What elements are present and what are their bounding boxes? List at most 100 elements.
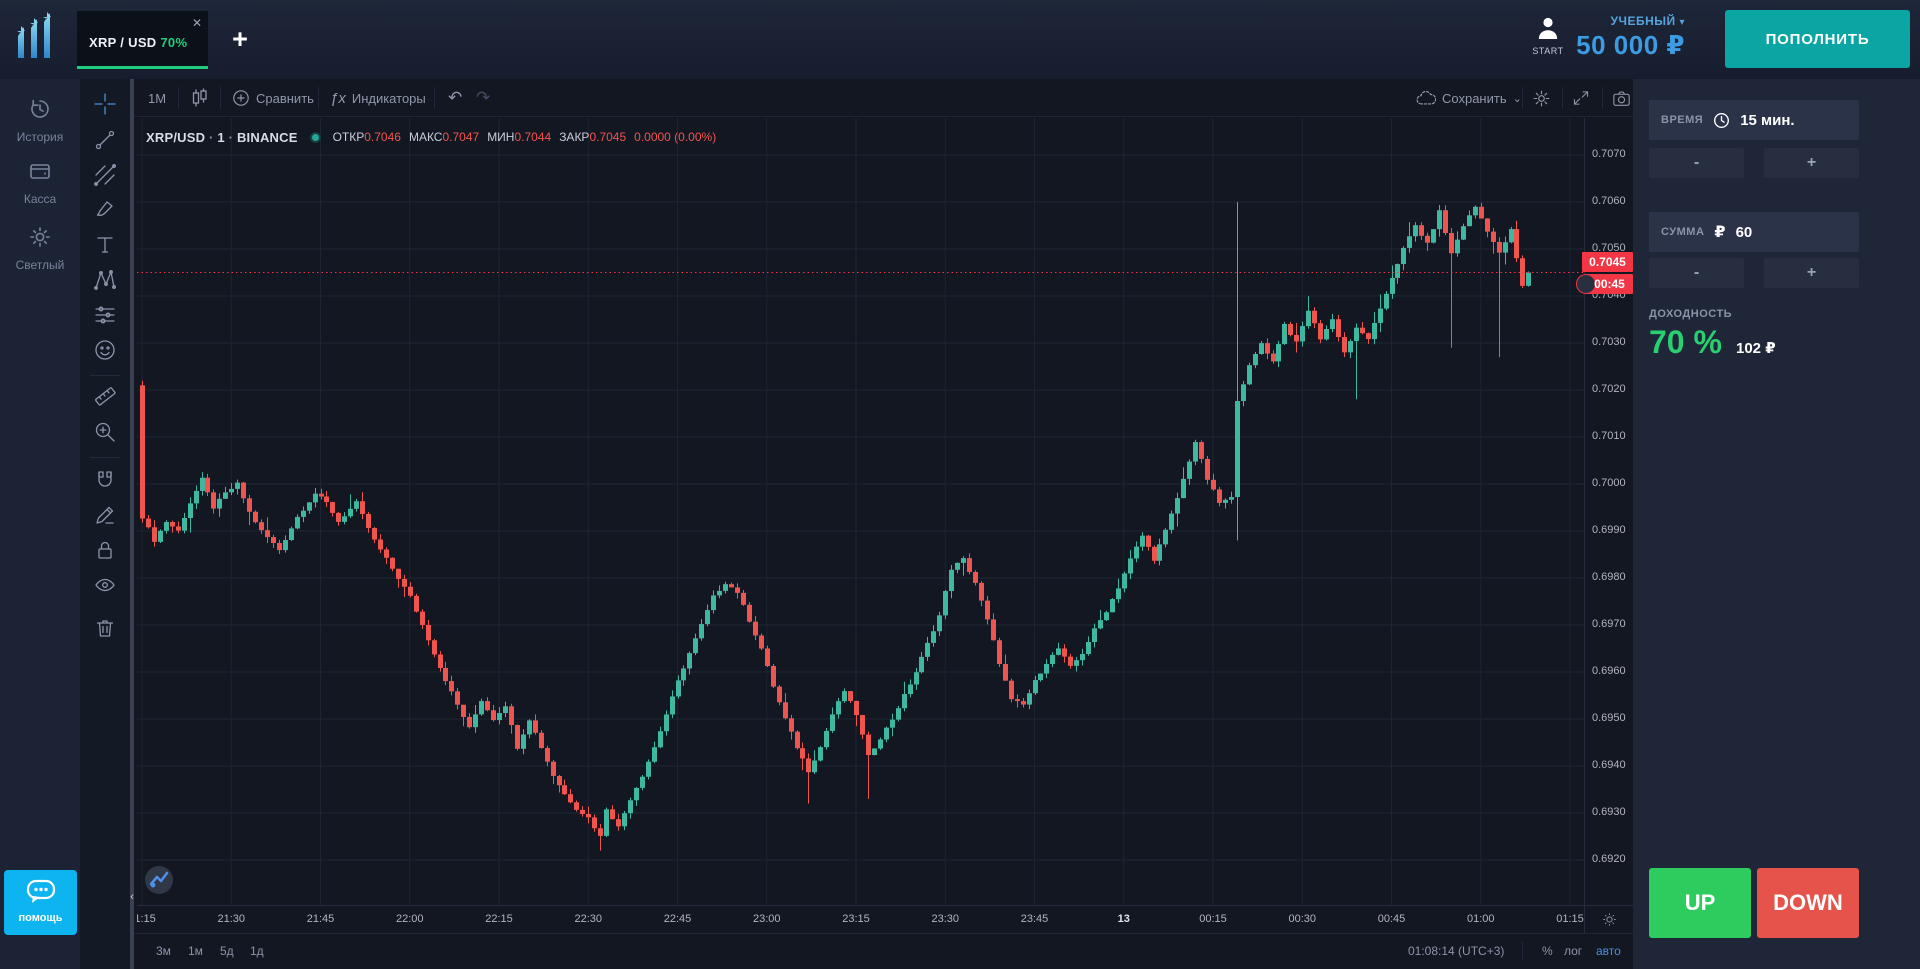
trend-line-tool-icon[interactable] <box>94 129 116 151</box>
symbol-legend[interactable]: XRP/USD · 1 · BINANCE ОТКР0.7046 МАКС0.7… <box>146 127 716 147</box>
zoom-in-tool-icon[interactable] <box>94 421 116 443</box>
sidebar-item-theme-light[interactable]: Светлый <box>0 225 80 272</box>
down-trade-button[interactable]: DOWN <box>1757 868 1859 938</box>
toolbar-divider <box>90 457 120 458</box>
interval-button[interactable]: 1М <box>148 90 167 106</box>
candlestick-chart[interactable] <box>137 118 1584 905</box>
legend-open: ОТКР0.7046 <box>332 130 401 144</box>
balance-block: УЧЕБНЫЙ ▾ 50 000 ₽ <box>1480 14 1685 61</box>
redo-button[interactable]: ↷ <box>476 88 491 107</box>
sidebar-item-label: Касса <box>23 192 57 206</box>
time-axis[interactable]: 21:15 21:30 21:45 22:00 22:15 22:30 22:45 23:00… <box>137 905 1584 933</box>
app-logo-icon <box>17 12 51 58</box>
account-type-dropdown[interactable]: УЧЕБНЫЙ ▾ <box>1610 14 1685 28</box>
last-price-label: 0.7045 <box>1582 251 1633 272</box>
help-button[interactable]: помощь <box>4 870 77 935</box>
time-decrease-button[interactable]: - <box>1649 148 1744 178</box>
fullscreen-button[interactable] <box>1572 79 1590 117</box>
emoji-tool-icon[interactable] <box>94 339 116 361</box>
expiration-time-field[interactable]: ВРЕМЯ 15 мин. <box>1649 100 1859 140</box>
time-value: 15 мин. <box>1740 111 1795 129</box>
axis-settings-corner[interactable] <box>1584 905 1633 933</box>
time-tick: 22:00 <box>395 913 424 925</box>
cloud-icon <box>1416 90 1436 105</box>
trash-remove-icon[interactable] <box>94 617 116 639</box>
magnet-tool-icon[interactable] <box>94 469 116 491</box>
time-tick: 23:30 <box>931 913 960 925</box>
xabcd-pattern-tool-icon[interactable] <box>94 269 116 291</box>
log-scale-button[interactable]: лог <box>1564 944 1583 958</box>
collapse-toolbar-chevron[interactable]: ‹ <box>130 891 134 903</box>
asset-tab-xrp-usd[interactable]: XRP / USD 70% ✕ <box>77 11 208 69</box>
sidebar-item-history[interactable]: История <box>0 97 80 144</box>
market-status-dot <box>309 131 321 143</box>
chart-settings-button[interactable] <box>1532 79 1551 117</box>
candlestick-style-icon <box>192 88 207 107</box>
text-tool-icon[interactable] <box>94 234 116 256</box>
legend-close: ЗАКР0.7045 <box>559 130 627 144</box>
legend-low: МИН0.7044 <box>487 130 552 144</box>
price-tick: 0.7010 <box>1592 430 1626 442</box>
range-button-1m[interactable]: 1м <box>188 944 203 958</box>
up-trade-button[interactable]: UP <box>1649 868 1751 938</box>
top-bar: XRP / USD 70% ✕ + START УЧЕБНЫЙ ▾ 50 000… <box>0 0 1920 79</box>
time-tick: 23:45 <box>1020 913 1049 925</box>
percent-scale-button[interactable]: % <box>1542 944 1553 958</box>
time-increase-button[interactable]: + <box>1764 148 1859 178</box>
toolbar-divider <box>1562 87 1563 109</box>
range-button-3m[interactable]: 3м <box>156 944 171 958</box>
price-tick: 0.6920 <box>1592 853 1626 865</box>
ruler-tool-icon[interactable] <box>94 385 116 407</box>
range-button-5d[interactable]: 5д <box>220 944 234 958</box>
time-label: ВРЕМЯ <box>1661 114 1704 126</box>
clock-utc[interactable]: 01:08:14 (UTC+3) <box>1408 944 1505 958</box>
tab-title: XRP / USD 70% <box>89 35 188 50</box>
lock-tool-icon[interactable] <box>94 539 116 561</box>
chart-style-button[interactable] <box>190 79 210 117</box>
range-button-1d[interactable]: 1д <box>250 944 264 958</box>
legend-high: МАКС0.7047 <box>408 130 480 144</box>
amount-decrease-button[interactable]: - <box>1649 258 1744 288</box>
tab-close-icon[interactable]: ✕ <box>191 16 202 30</box>
time-tick: 13 <box>1117 913 1130 925</box>
crosshair-tool-icon[interactable] <box>94 93 116 115</box>
indicators-button[interactable]: ƒx Индикаторы <box>330 89 426 107</box>
price-axis[interactable]: 0.7070 0.7060 0.7050 0.7040 0.7030 0.7020 0.70… <box>1584 118 1633 905</box>
compare-button[interactable]: Сравнить <box>232 79 314 117</box>
toolbar-resize-handle[interactable] <box>130 79 134 969</box>
toolbar-divider <box>178 87 179 109</box>
price-tick: 0.6940 <box>1592 759 1626 771</box>
time-tick: 22:30 <box>574 913 603 925</box>
brush-tool-icon[interactable] <box>94 199 116 221</box>
save-chart-button[interactable]: Сохранить ⌄ <box>1416 79 1522 117</box>
amount-field[interactable]: СУММА ₽ 60 <box>1649 212 1859 252</box>
history-icon <box>31 99 49 118</box>
toolbar-divider <box>1522 87 1523 109</box>
add-tab-button[interactable]: + <box>232 24 248 54</box>
toolbar-divider <box>90 375 120 376</box>
price-tick: 0.7000 <box>1592 477 1626 489</box>
user-icon <box>1538 17 1558 39</box>
auto-scale-button[interactable]: авто <box>1596 944 1621 958</box>
deposit-button[interactable]: ПОПОЛНИТЬ <box>1725 10 1910 68</box>
forecast-tool-icon[interactable] <box>94 304 116 326</box>
toolbar-divider <box>318 87 319 109</box>
gann-fib-tool-icon[interactable] <box>94 164 116 186</box>
toolbar-divider <box>434 87 435 109</box>
chart-provider-logo[interactable] <box>145 866 173 894</box>
clock-icon <box>1714 112 1730 128</box>
start-user-button[interactable]: START <box>1528 16 1568 56</box>
screenshot-button[interactable] <box>1612 79 1631 117</box>
time-tick: 00:45 <box>1377 913 1406 925</box>
drawing-mode-pencil-icon[interactable] <box>94 504 116 526</box>
time-tick: 00:15 <box>1199 913 1227 925</box>
eye-visibility-icon[interactable] <box>94 574 116 596</box>
undo-button[interactable]: ↶ <box>448 88 463 107</box>
sidebar-item-cashier[interactable]: Касса <box>0 159 80 206</box>
time-tick: 01:00 <box>1466 913 1495 925</box>
start-label: START <box>1532 46 1564 56</box>
sidebar-item-label: Светлый <box>15 258 65 272</box>
amount-increase-button[interactable]: + <box>1764 258 1859 288</box>
legend-symbol: XRP/USD · 1 · BINANCE <box>146 129 298 145</box>
